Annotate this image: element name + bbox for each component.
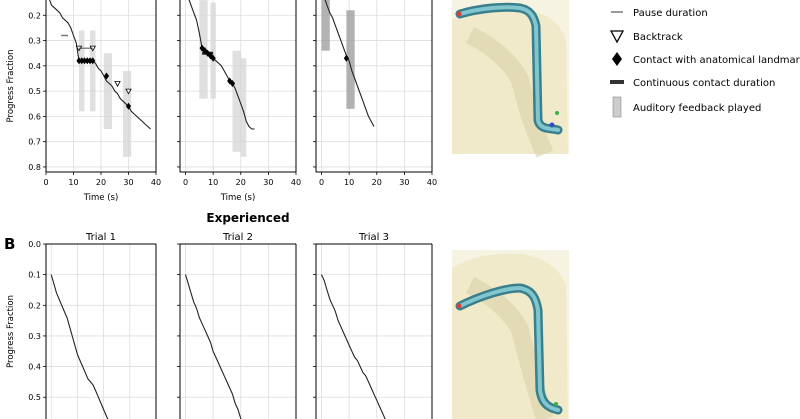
- plots: 0.2 0.3 0.4 0.5 0.6 0.7 0.8 Progress Fraction 0 1…: [6, 0, 437, 419]
- subplot-title: Trial 1: [85, 232, 116, 243]
- legend-label: Contact with anatomical landmark: [633, 55, 800, 66]
- backtrack-marker: [125, 88, 132, 95]
- audio-feedback-bar: [90, 30, 96, 112]
- progress-line: [188, 0, 255, 130]
- subplot-a-trial-1: 0.2 0.3 0.4 0.5 0.6 0.7 0.8 Progress Fraction 0 1…: [6, 0, 161, 203]
- contact-marker: [84, 57, 90, 65]
- contact-marker: [229, 80, 236, 88]
- panel-b-title: Experienced: [206, 211, 289, 225]
- x-tick-label: 10: [208, 178, 218, 187]
- airway-model-image-top: [452, 0, 569, 158]
- y-tick-label: 0.3: [28, 332, 41, 341]
- contact-marker: [81, 57, 88, 65]
- y-tick-label: 0.2: [28, 11, 41, 20]
- legend-item-audio: Auditory feedback played: [612, 96, 761, 118]
- y-tick-label: 0.4: [28, 62, 41, 71]
- y-tick-label: 0.7: [28, 138, 41, 147]
- progress-line: [49, 0, 151, 130]
- y-tick-label: 0.3: [28, 37, 41, 46]
- contact-marker: [87, 57, 93, 65]
- contact-marker: [76, 57, 82, 65]
- y-axis-label: Progress Fraction: [6, 50, 16, 123]
- contact-marker: [79, 57, 85, 65]
- legend-label: Pause duration: [633, 8, 708, 19]
- airway-model-image-bottom: [452, 250, 569, 419]
- x-tick-label: 10: [68, 178, 78, 187]
- legend-label: Continuous contact duration: [633, 78, 775, 89]
- audio-feedback-bar: [240, 58, 247, 157]
- audio-feedback-bar: [321, 0, 330, 51]
- y-tick-label: 0.4: [28, 363, 41, 372]
- x-tick-label: 30: [399, 178, 409, 187]
- audio-bar-icon: [612, 96, 622, 118]
- legend-item-backtrack: Backtrack: [609, 30, 683, 44]
- subplot-a-trial-3: 0 10 20 30 40: [313, 0, 437, 187]
- contact-marker: [103, 72, 110, 80]
- legend: Pause duration Backtrack Contact with anat…: [609, 8, 800, 118]
- x-tick-label: 30: [123, 178, 133, 187]
- y-tick-label: 0.6: [28, 112, 41, 121]
- backtrack-triangle-icon: [609, 30, 625, 44]
- x-tick-label: 40: [291, 178, 301, 187]
- x-tick-label: 0: [43, 178, 48, 187]
- x-tick-label: 20: [96, 178, 106, 187]
- legend-item-continuous: Continuous contact duration: [610, 78, 775, 89]
- subplot-a-trial-2: 0 10 20 30 40 Time (s): [177, 0, 301, 203]
- legend-item-pause: Pause duration: [611, 8, 708, 19]
- y-tick-label: 0.5: [28, 87, 41, 96]
- contact-marker: [90, 57, 96, 65]
- x-axis-label: Time (s): [220, 193, 256, 203]
- audio-feedback-bar: [232, 50, 241, 152]
- audio-feedback-bar: [79, 30, 85, 112]
- progress-line: [184, 274, 242, 419]
- y-tick-label: 0.5: [28, 393, 41, 402]
- diamond-icon: [612, 52, 622, 66]
- contact-marker: [343, 54, 349, 62]
- x-tick-label: 20: [372, 178, 382, 187]
- subplot-b-trial-3: Trial 3: [313, 232, 433, 419]
- contact-marker: [210, 54, 216, 62]
- legend-label: Backtrack: [633, 32, 683, 43]
- y-tick-label: 0.8: [28, 163, 41, 172]
- progress-line: [320, 274, 386, 419]
- contact-marker: [125, 102, 132, 110]
- x-tick-label: 30: [263, 178, 273, 187]
- backtrack-marker: [114, 81, 121, 87]
- subplot-b-trial-1: 0.0 0.1 0.2 0.3 0.4 0.5 Progress Fraction Trial…: [6, 232, 157, 419]
- progress-line: [50, 274, 109, 419]
- subplot-title: Trial 2: [222, 232, 253, 243]
- y-axis-label: Progress Fraction: [6, 295, 16, 368]
- subplot-title: Trial 3: [358, 232, 389, 243]
- x-tick-label: 10: [344, 178, 354, 187]
- x-tick-label: 0: [319, 178, 324, 187]
- legend-label: Auditory feedback played: [633, 103, 761, 114]
- x-tick-label: 40: [427, 178, 437, 187]
- audio-feedback-bar: [123, 70, 132, 157]
- y-tick-label: 0.1: [28, 271, 41, 280]
- audio-feedback-bar: [346, 10, 355, 109]
- audio-feedback-bar: [103, 53, 112, 130]
- panel-b-label: B: [4, 235, 15, 253]
- x-tick-label: 40: [151, 178, 161, 187]
- y-tick-label: 0.2: [28, 301, 41, 310]
- audio-feedback-bar: [210, 2, 216, 99]
- x-axis-label: Time (s): [83, 193, 119, 203]
- x-tick-label: 0: [183, 178, 188, 187]
- legend-item-contact: Contact with anatomical landmark: [612, 52, 800, 66]
- x-tick-label: 20: [236, 178, 246, 187]
- y-tick-label: 0.0: [28, 240, 41, 249]
- subplot-b-trial-2: Trial 2: [177, 232, 297, 419]
